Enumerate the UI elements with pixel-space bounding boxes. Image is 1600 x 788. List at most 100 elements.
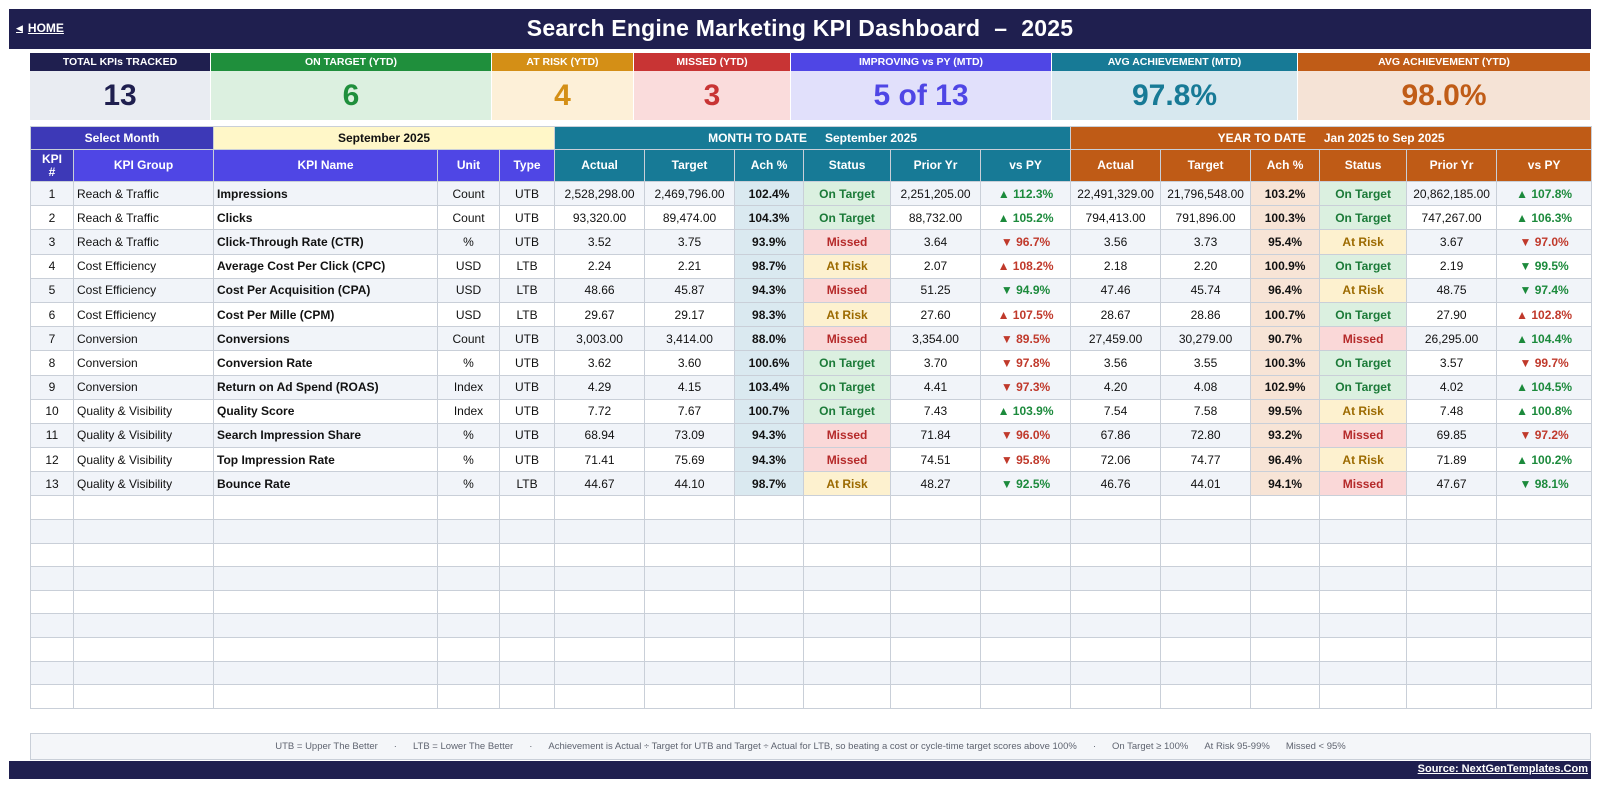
mtd-vs-py-cell: ▲ 108.2% — [980, 253, 1072, 279]
empty-cell — [734, 495, 805, 521]
empty-cell — [803, 613, 892, 638]
empty-cell — [499, 684, 556, 709]
empty-cell — [1070, 660, 1162, 686]
empty-cell — [30, 589, 74, 615]
mtd-vs-py-cell: ▲ 107.5% — [980, 301, 1072, 328]
home-link[interactable]: ◀ HOME — [16, 21, 64, 35]
empty-cell — [213, 589, 439, 615]
source-link[interactable]: Source: NextGenTemplates.Com — [1417, 763, 1588, 775]
kpi-name-cell: Bounce Rate — [213, 471, 439, 497]
empty-cell — [213, 613, 439, 638]
ytd-vs-py-cell: ▲ 107.8% — [1496, 180, 1593, 207]
unit-cell: Count — [437, 326, 501, 352]
ytd-ach-cell: 90.7% — [1250, 326, 1321, 352]
kpi-num-cell: 7 — [30, 326, 74, 352]
kpi-card-label: MISSED (YTD) — [634, 53, 790, 71]
empty-cell — [437, 566, 501, 591]
table-row: 10 Quality & Visibility Quality Score Index… — [30, 398, 1593, 424]
mtd-actual-cell: 3.52 — [554, 229, 646, 255]
mtd-target-cell: 44.10 — [644, 471, 736, 497]
empty-cell — [980, 684, 1072, 709]
ytd-status-cell: At Risk — [1319, 447, 1408, 473]
kpi-card: AT RISK (YTD) 4 — [492, 53, 634, 120]
ytd-actual-cell: 72.06 — [1070, 447, 1162, 473]
legend-item: Missed < 95% — [1285, 741, 1346, 752]
ytd-ach-cell: 103.2% — [1250, 180, 1321, 207]
empty-cell — [1496, 495, 1593, 521]
col-mtd-5: vs PY — [980, 149, 1072, 182]
empty-cell — [554, 542, 646, 568]
empty-cell — [554, 589, 646, 615]
unit-cell: Count — [437, 180, 501, 207]
empty-cell — [803, 566, 892, 591]
ytd-target-cell: 7.58 — [1160, 398, 1252, 424]
empty-cell — [980, 589, 1072, 615]
type-cell: UTB — [499, 422, 556, 449]
empty-cell — [890, 495, 982, 521]
empty-cell — [1496, 684, 1593, 709]
mtd-vs-py-cell: ▼ 94.9% — [980, 277, 1072, 303]
ytd-vs-py-cell: ▼ 98.1% — [1496, 471, 1593, 497]
ytd-prior-cell: 7.48 — [1406, 398, 1498, 424]
empty-cell — [644, 495, 736, 521]
ytd-vs-py-cell: ▲ 100.2% — [1496, 447, 1593, 473]
dashboard-title: Search Engine Marketing KPI Dashboard –20… — [9, 15, 1591, 42]
mtd-target-cell: 89,474.00 — [644, 205, 736, 231]
empty-cell — [1319, 566, 1408, 591]
kpi-group-cell: Conversion — [72, 326, 215, 352]
empty-cell — [30, 637, 74, 662]
kpi-group-cell: Reach & Traffic — [72, 180, 215, 207]
type-cell: LTB — [499, 277, 556, 303]
empty-cell — [437, 542, 501, 568]
col-ytd-4: Prior Yr — [1406, 149, 1498, 182]
mtd-status-cell: At Risk — [803, 471, 892, 497]
type-cell: UTB — [499, 350, 556, 376]
ytd-actual-cell: 28.67 — [1070, 301, 1162, 328]
ytd-actual-cell: 3.56 — [1070, 229, 1162, 255]
kpi-card-value: 3 — [703, 79, 721, 112]
empty-cell — [644, 519, 736, 544]
mtd-prior-cell: 3,354.00 — [890, 326, 982, 352]
empty-cell — [1406, 660, 1498, 686]
empty-cell — [499, 589, 556, 615]
empty-cell — [734, 589, 805, 615]
mtd-actual-cell: 29.67 — [554, 301, 646, 328]
empty-cell — [1496, 566, 1593, 591]
mtd-band-period: September 2025 — [824, 131, 918, 145]
kpi-card: IMPROVING vs PY (MTD) 5 of 13 — [791, 53, 1052, 120]
empty-cell — [644, 542, 736, 568]
empty-cell — [1406, 566, 1498, 591]
empty-row — [30, 637, 1593, 662]
kpi-card-label: AT RISK (YTD) — [492, 53, 633, 71]
mtd-target-cell: 2.21 — [644, 253, 736, 279]
kpi-group-cell: Cost Efficiency — [72, 253, 215, 279]
table-top-row: Select Month September 2025 MONTH TO DAT… — [29, 126, 1593, 150]
kpi-card-label: AVG ACHIEVEMENT (YTD) — [1298, 53, 1590, 71]
ytd-target-cell: 44.01 — [1160, 471, 1252, 497]
empty-cell — [30, 542, 74, 568]
empty-cell — [499, 637, 556, 662]
legend-item: UTB = Upper The Better — [275, 741, 378, 752]
empty-cell — [890, 637, 982, 662]
mtd-actual-cell: 7.72 — [554, 398, 646, 424]
kpi-card-value: 97.8% — [1131, 79, 1218, 112]
empty-cell — [1250, 660, 1321, 686]
mtd-ach-cell: 94.3% — [734, 277, 805, 303]
unit-cell: Index — [437, 374, 501, 400]
empty-cell — [72, 660, 215, 686]
empty-cell — [980, 519, 1072, 544]
type-cell: UTB — [499, 398, 556, 424]
kpi-card-label: AVG ACHIEVEMENT (MTD) — [1052, 53, 1297, 71]
month-selector[interactable]: September 2025 — [213, 126, 556, 150]
col-ytd-2: Ach % — [1250, 149, 1321, 182]
empty-cell — [890, 542, 982, 568]
kpi-card-label: TOTAL KPIs TRACKED — [30, 53, 210, 71]
ytd-band-period: Jan 2025 to Sep 2025 — [1323, 131, 1445, 145]
col-kpi-num-line1: KPI — [41, 151, 62, 166]
col-kpi-num-line2: # — [48, 164, 56, 179]
empty-cell — [980, 495, 1072, 521]
empty-cell — [1160, 637, 1252, 662]
ytd-prior-cell: 47.67 — [1406, 471, 1498, 497]
kpi-group-cell: Reach & Traffic — [72, 229, 215, 255]
mtd-prior-cell: 2,251,205.00 — [890, 180, 982, 207]
